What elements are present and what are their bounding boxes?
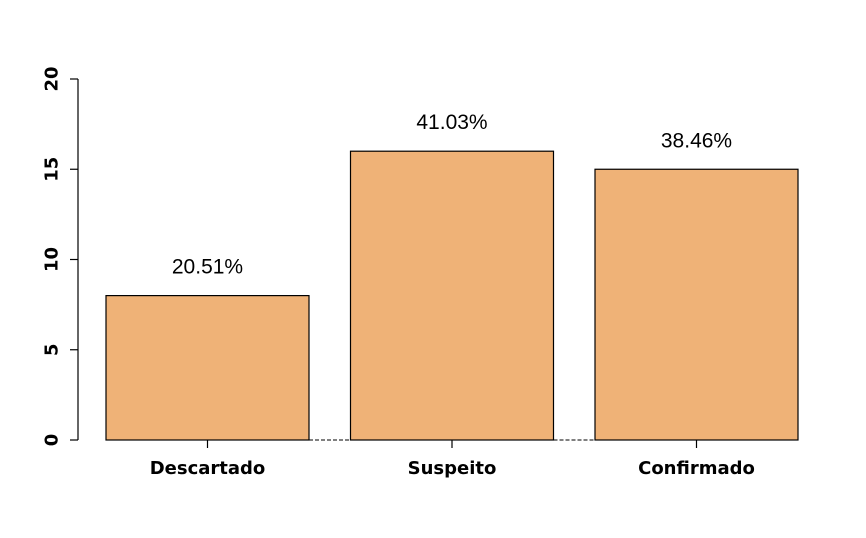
x-axis: Descartado Suspeito Confirmado — [150, 439, 755, 479]
y-tick-label: 5 — [42, 343, 63, 356]
data-label: 20.51% — [172, 256, 243, 279]
x-tick-label: Confirmado — [638, 458, 755, 479]
y-tick-label: 15 — [42, 157, 63, 182]
y-axis: 0 5 10 15 20 — [42, 66, 79, 446]
bar-suspeito — [349, 150, 555, 441]
bar-confirmado — [594, 168, 799, 441]
data-label: 41.03% — [416, 111, 487, 134]
y-tick-label: 0 — [42, 434, 63, 447]
data-label: 38.46% — [661, 129, 732, 152]
data-labels: 20.51% 41.03% 38.46% — [172, 111, 732, 278]
bars — [105, 150, 799, 441]
x-tick-label: Descartado — [150, 458, 266, 479]
y-tick-label: 20 — [42, 66, 63, 91]
x-tick-label: Suspeito — [408, 458, 497, 479]
bar-descartado — [105, 295, 310, 441]
y-tick-label: 10 — [42, 247, 63, 272]
